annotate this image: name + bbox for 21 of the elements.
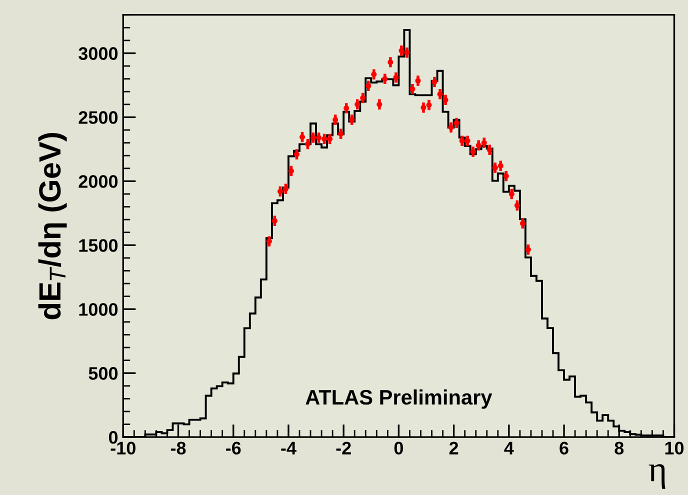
x-tick-label: -6 (226, 442, 241, 455)
x-tick-label: 10 (665, 442, 684, 455)
y-tick-label: 0 (108, 431, 118, 444)
x-tick-label: -8 (170, 442, 186, 455)
x-tick-label: -10 (110, 442, 136, 455)
x-tick-label: -4 (281, 442, 296, 454)
y-tick-label: 1000 (79, 303, 118, 316)
y-tick-label: 500 (88, 367, 118, 380)
y-tick-label: 2500 (78, 111, 118, 124)
x-axis-title: η (648, 464, 666, 489)
annotation: ATLAS Preliminary (306, 389, 492, 409)
y-tick-label: 1500 (79, 239, 118, 252)
x-tick-label: 4 (504, 442, 514, 454)
y-tick-label: 2000 (78, 175, 118, 188)
y-axis-title: dE$_{T}$/dη (GeV) (38, 133, 67, 320)
x-tick-label: 8 (614, 442, 624, 455)
x-tick-label: 6 (560, 442, 568, 455)
x-tick-label: 0 (394, 442, 403, 455)
x-tick-label: 2 (449, 442, 458, 454)
y-tick-label: 3000 (78, 47, 118, 60)
x-tick-label: -2 (336, 442, 351, 454)
